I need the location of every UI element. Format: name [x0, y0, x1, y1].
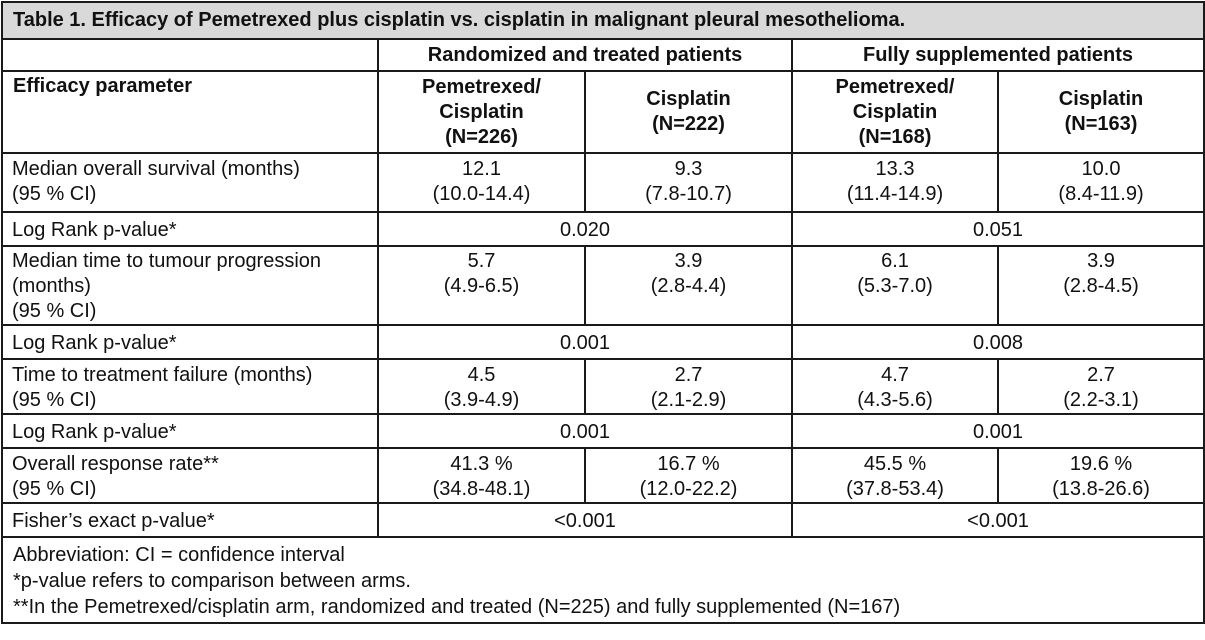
- table-row: Fisher’s exact p-value* <0.001 <0.001: [1, 502, 1205, 538]
- table-cell: 41.3 % (34.8-48.1): [377, 447, 586, 504]
- table-cell: 10.0 (8.4-11.9): [996, 152, 1205, 213]
- row-label-treatment-failure: Time to treatment failure (months) (95 % …: [1, 358, 379, 415]
- footnote-p-value: *p-value refers to comparison between ar…: [13, 570, 411, 592]
- table-cell: 0.020: [377, 211, 793, 247]
- group-header-fully-supplemented: Fully supplemented patients: [790, 38, 1205, 72]
- row-label-log-rank: Log Rank p-value*: [1, 413, 379, 449]
- footnotes: Abbreviation: CI = confidence interval *…: [0, 536, 1205, 624]
- table-cell: 4.5 (3.9-4.9): [377, 358, 586, 415]
- table-title-row: Table 1. Efficacy of Pemetrexed plus cis…: [0, 1, 1205, 40]
- efficacy-table: Table 1. Efficacy of Pemetrexed plus cis…: [0, 1, 1205, 624]
- table-cell: 0.001: [377, 324, 793, 360]
- table-cell: 0.001: [377, 413, 793, 449]
- column-header-pem-cis-supplemented: Pemetrexed/ Cisplatin (N=168): [791, 70, 999, 154]
- column-header-row: Efficacy parameter Pemetrexed/ Cisplatin…: [1, 70, 1205, 154]
- table-row: Log Rank p-value* 0.001 0.001: [1, 413, 1205, 449]
- table-cell: <0.001: [377, 502, 793, 538]
- table-row: Log Rank p-value* 0.001 0.008: [1, 324, 1205, 360]
- table-cell: 6.1 (5.3-7.0): [791, 245, 999, 326]
- table-row: Median time to tumour progression (months…: [1, 245, 1205, 326]
- column-header-cis-supplemented: Cisplatin (N=163): [996, 70, 1205, 154]
- row-label-overall-survival: Median overall survival (months) (95 % CI…: [1, 152, 379, 213]
- table-cell: 19.6 % (13.8-26.6): [996, 447, 1205, 504]
- footnote-arm: **In the Pemetrexed/cisplatin arm, rando…: [13, 596, 901, 618]
- table-cell: 4.7 (4.3-5.6): [791, 358, 999, 415]
- table-cell: 9.3 (7.8-10.7): [584, 152, 793, 213]
- group-header-randomized: Randomized and treated patients: [377, 38, 793, 72]
- footnote-row: Abbreviation: CI = confidence interval *…: [0, 536, 1205, 624]
- table-cell: 0.001: [790, 413, 1205, 449]
- column-header-cis-randomized: Cisplatin (N=222): [584, 70, 793, 154]
- table-cell: <0.001: [790, 502, 1205, 538]
- table-cell: 5.7 (4.9-6.5): [377, 245, 586, 326]
- efficacy-parameter-header: Efficacy parameter: [1, 70, 379, 154]
- group-header-row: Randomized and treated patients Fully su…: [1, 38, 1205, 72]
- footnote-abbreviation: Abbreviation: CI = confidence interval: [13, 544, 345, 566]
- table-cell: 0.051: [790, 211, 1205, 247]
- table-row: Log Rank p-value* 0.020 0.051: [1, 211, 1205, 247]
- table-title: Table 1. Efficacy of Pemetrexed plus cis…: [0, 1, 1205, 40]
- table-row: Time to treatment failure (months) (95 % …: [1, 358, 1205, 415]
- table-cell: 13.3 (11.4-14.9): [791, 152, 999, 213]
- row-label-fisher-exact: Fisher’s exact p-value*: [1, 502, 379, 538]
- table-cell: 45.5 % (37.8-53.4): [791, 447, 999, 504]
- table-cell: 2.7 (2.2-3.1): [996, 358, 1205, 415]
- row-label-log-rank: Log Rank p-value*: [1, 324, 379, 360]
- row-label-response-rate: Overall response rate** (95 % CI): [1, 447, 379, 504]
- table-row: Overall response rate** (95 % CI) 41.3 %(…: [1, 447, 1205, 504]
- table-cell: 3.9 (2.8-4.5): [996, 245, 1205, 326]
- table-row: Median overall survival (months) (95 % CI…: [1, 152, 1205, 213]
- table-cell: 12.1 (10.0-14.4): [377, 152, 586, 213]
- table-cell: 16.7 % (12.0-22.2): [584, 447, 793, 504]
- column-header-pem-cis-randomized: Pemetrexed/ Cisplatin (N=226): [377, 70, 586, 154]
- row-label-time-to-progression: Median time to tumour progression (months…: [1, 245, 379, 326]
- row-label-log-rank: Log Rank p-value*: [1, 211, 379, 247]
- table-cell: 0.008: [790, 324, 1205, 360]
- table-cell: 2.7 (2.1-2.9): [584, 358, 793, 415]
- empty-header-cell: [1, 38, 379, 72]
- table-cell: 3.9 (2.8-4.4): [584, 245, 793, 326]
